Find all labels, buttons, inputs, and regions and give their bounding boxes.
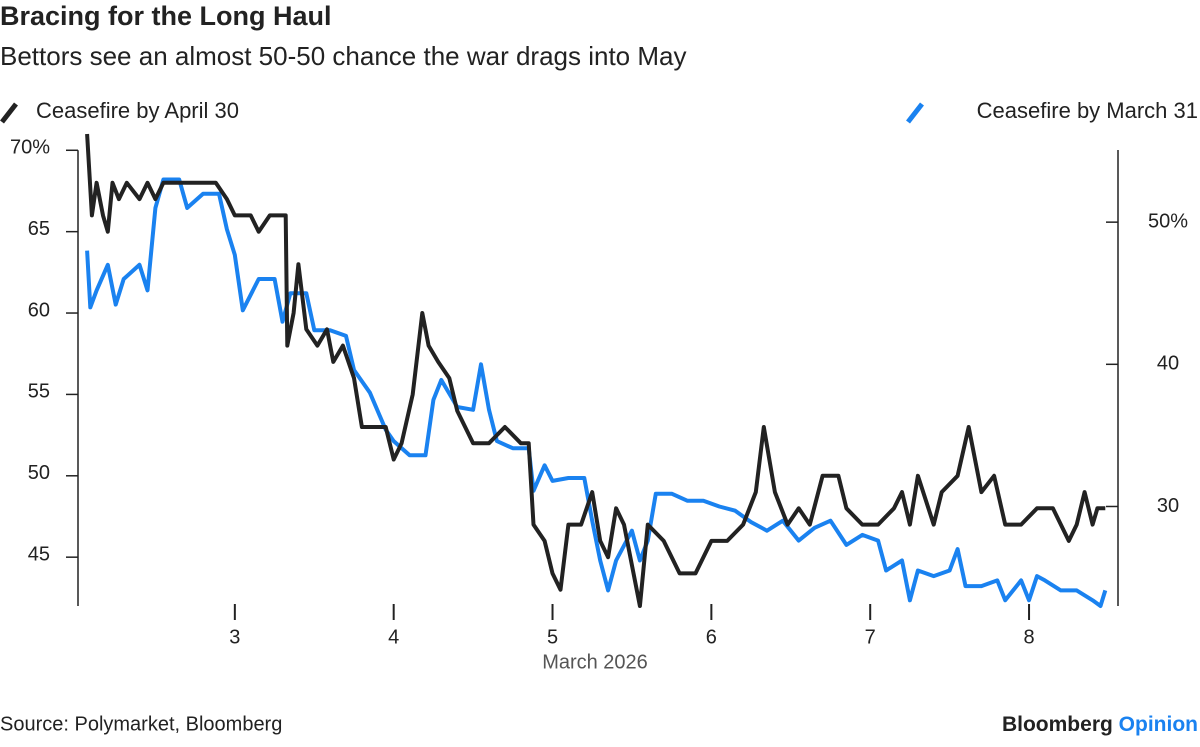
x-tick-label: 6 — [706, 626, 717, 648]
chart-title: Bracing for the Long Haul — [0, 1, 332, 31]
legend-label: Ceasefire by April 30 — [36, 98, 239, 123]
y-tick-label: 55 — [28, 381, 50, 403]
y-tick-label: 45 — [28, 543, 50, 565]
x-tick-label: 8 — [1023, 626, 1034, 648]
y-tick-label: 60 — [28, 299, 50, 321]
source: Source: Polymarket, Bloomberg — [0, 713, 282, 735]
brand: Bloomberg Opinion — [1002, 713, 1198, 736]
y-tick-label: 65 — [28, 218, 50, 240]
chart-subtitle: Bettors see an almost 50-50 chance the w… — [0, 41, 686, 71]
series-line — [85, 177, 1108, 608]
x-tick-label: 7 — [865, 626, 876, 648]
y2-tick-label: 40 — [1157, 353, 1179, 375]
x-tick-label: 3 — [229, 626, 240, 648]
brand-name: Bloomberg — [1002, 713, 1113, 736]
series-line — [85, 133, 1106, 608]
x-axis-label: March 2026 — [542, 651, 648, 673]
legend-label: Ceasefire by March 31 — [977, 98, 1198, 123]
legend-swatch — [906, 102, 924, 124]
x-tick-label: 5 — [547, 626, 558, 648]
legend-swatch — [0, 102, 18, 124]
y-tick-label: 70% — [10, 137, 50, 159]
y2-tick-label: 30 — [1157, 495, 1179, 517]
x-tick-label: 4 — [388, 626, 399, 648]
brand-suffix: Opinion — [1119, 713, 1198, 736]
y-tick-label: 50 — [28, 462, 50, 484]
y2-tick-label: 50% — [1148, 210, 1188, 232]
